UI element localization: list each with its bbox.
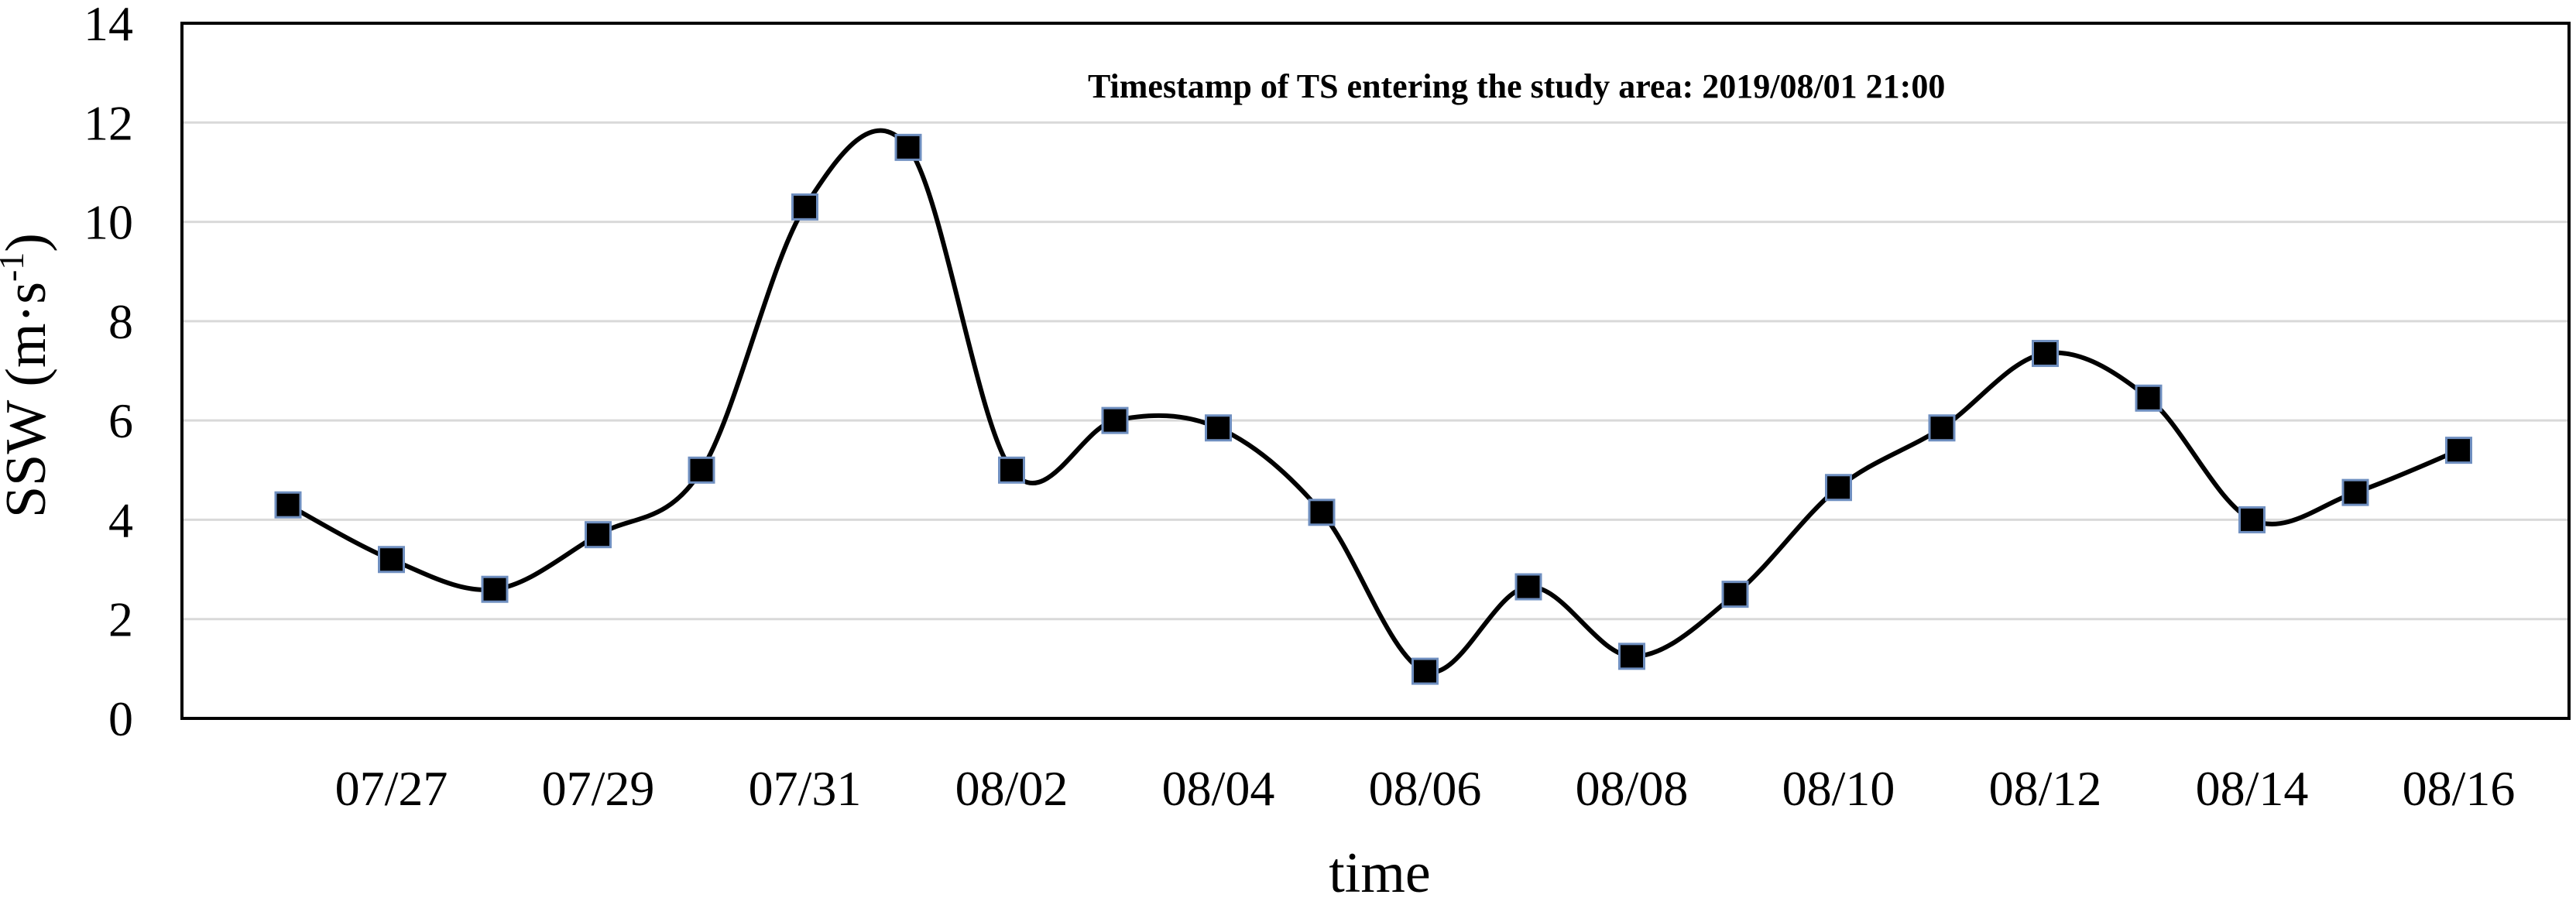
data-point-marker [2238,506,2266,533]
x-tick-label: 08/14 [2196,761,2309,816]
gridlines [182,121,2569,621]
y-tick-label: 12 [84,95,133,150]
data-point-marker [1721,581,1749,608]
x-tick-label: 07/29 [542,761,655,816]
data-point-marker [1411,657,1439,685]
data-point-marker [894,133,922,161]
series-markers [274,133,2472,685]
x-tick-label: 08/02 [955,761,1068,816]
data-point-marker [998,456,1025,484]
x-tick-label: 08/04 [1162,761,1275,816]
data-point-marker [378,546,405,574]
x-axis-title: time [1329,841,1431,898]
x-tick-label: 07/27 [335,761,448,816]
series-line [286,128,2460,675]
y-axis-title-superscript: -1 [0,252,31,282]
data-point-marker [1101,406,1129,434]
y-tick-label: 8 [108,294,133,349]
y-tick-label: 14 [84,0,133,51]
x-tick-label: 07/31 [749,761,862,816]
data-point-marker [585,521,612,549]
data-point-marker [1514,573,1542,601]
data-point-marker [1618,643,1645,670]
data-point-marker [481,575,509,603]
x-tick-label: 08/12 [1989,761,2102,816]
data-point-marker [2445,437,2472,464]
x-tick-labels: 07/27 07/29 07/31 08/02 08/04 08/06 08/08 08/10… [335,761,2516,816]
data-point-marker [1308,499,1336,526]
data-point-marker [1825,474,1852,502]
data-point-marker [2341,478,2369,506]
plot-frame [180,22,2571,720]
y-tick-label: 10 [84,195,133,250]
data-point-marker [2032,340,2059,368]
data-point-marker [688,456,715,484]
data-point-marker [2135,384,2163,412]
data-point-marker [1928,414,1956,442]
x-tick-label: 08/16 [2403,761,2516,816]
data-point-marker [1205,414,1232,442]
y-axis-title-close: ) [0,233,58,252]
y-tick-labels: 0 2 4 6 8 10 12 14 [84,0,133,746]
y-axis-title-main: SSW (m·s [0,282,58,518]
y-tick-label: 6 [108,393,133,448]
x-tick-label: 08/08 [1576,761,1689,816]
y-tick-label: 4 [108,492,133,547]
x-tick-label: 08/10 [1782,761,1895,816]
y-tick-label: 0 [108,691,133,746]
annotation-text: Timestamp of TS entering the study area:… [1088,67,1945,105]
x-tick-label: 08/06 [1369,761,1482,816]
data-point-marker [791,193,818,221]
data-point-marker [274,491,302,519]
y-axis-title: SSW (m·s-1) [0,233,58,518]
y-tick-label: 2 [108,592,133,647]
